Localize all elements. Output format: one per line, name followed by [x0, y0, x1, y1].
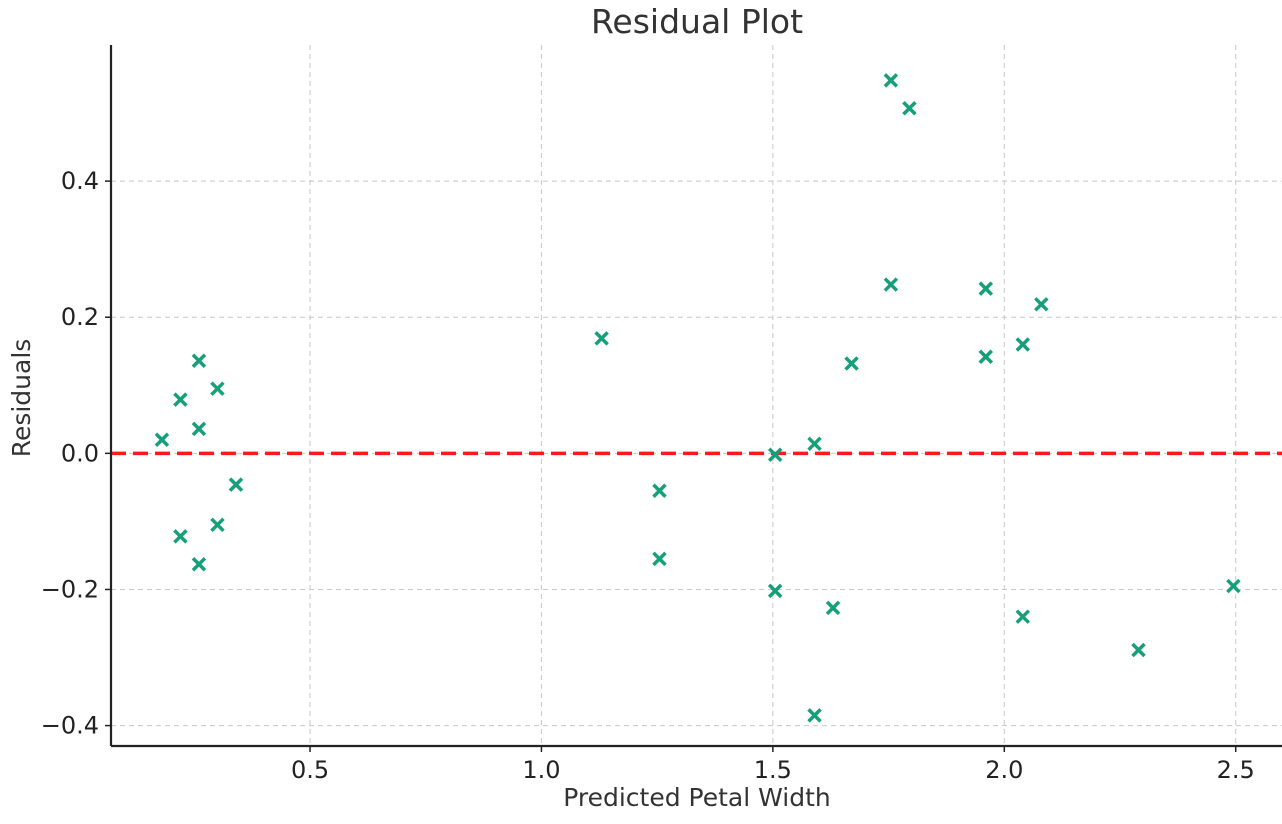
data-point-marker [883, 277, 899, 292]
data-point-marker [902, 101, 917, 116]
data-point-marker [767, 583, 783, 599]
data-point-marker [807, 436, 822, 452]
x-tick-label: 2.0 [985, 756, 1023, 784]
data-point-marker [1015, 609, 1031, 624]
data-point-marker [844, 356, 859, 371]
data-point-marker [1034, 297, 1049, 312]
data-point-marker [173, 392, 188, 407]
y-tick-label: 0.4 [61, 167, 99, 195]
ticks-layer: 0.5 1.0 1.5 2.0 2.5 −0.4 −0.2 0.0 0.2 0.4 [41, 167, 1255, 784]
y-axis-label: Residuals [7, 339, 36, 458]
data-point-marker [154, 432, 170, 447]
data-point-marker [173, 529, 188, 544]
data-point-marker [1131, 642, 1146, 658]
data-point-marker [210, 381, 225, 396]
data-point-marker [594, 331, 609, 346]
points-layer [154, 73, 1241, 723]
data-point-marker [191, 353, 207, 369]
data-point-marker [978, 281, 994, 296]
chart-title: Residual Plot [591, 2, 803, 41]
x-tick-label: 1.5 [754, 756, 792, 784]
x-tick-label: 2.5 [1217, 756, 1255, 784]
y-tick-label: −0.4 [41, 712, 99, 740]
y-tick-label: −0.2 [41, 575, 99, 603]
data-point-marker [228, 477, 244, 492]
data-point-marker [652, 483, 667, 499]
data-point-marker [825, 600, 841, 616]
data-point-marker [191, 557, 207, 572]
data-point-marker [767, 447, 783, 462]
grid-layer [111, 45, 1282, 746]
data-point-marker [652, 551, 667, 567]
y-tick-label: 0.0 [61, 439, 99, 467]
x-tick-label: 1.0 [522, 756, 560, 784]
x-axis-label: Predicted Petal Width [563, 783, 831, 812]
data-point-marker [1226, 578, 1241, 594]
data-point-marker [210, 517, 225, 533]
y-tick-label: 0.2 [61, 303, 99, 331]
data-point-marker [807, 708, 822, 723]
data-point-marker [1015, 337, 1031, 352]
data-point-marker [978, 349, 994, 364]
x-tick-label: 0.5 [291, 756, 329, 784]
data-point-marker [191, 421, 207, 437]
data-point-marker [883, 73, 899, 88]
